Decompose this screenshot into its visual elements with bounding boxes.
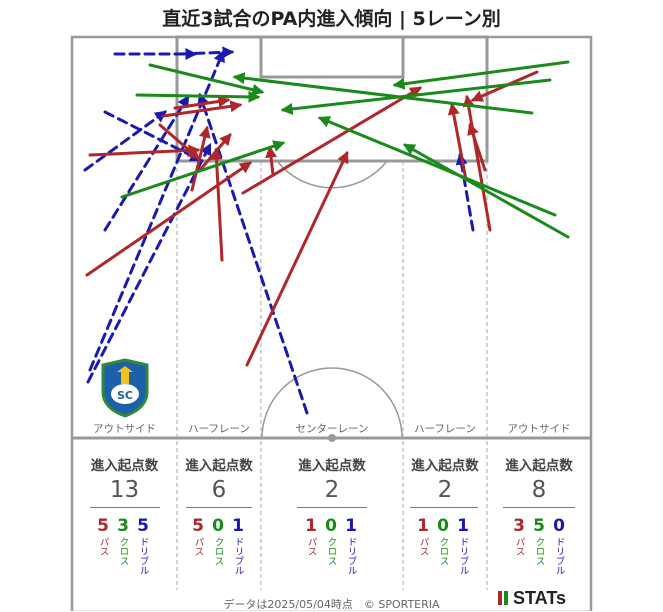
center-spot bbox=[328, 434, 336, 442]
stat-divider bbox=[297, 507, 367, 508]
chart-title: 直近3試合のPA内進入傾向 | 5レーン別 bbox=[162, 8, 501, 30]
lane-label-halflane-right: ハーフレーン bbox=[414, 423, 476, 435]
goal-area bbox=[259, 35, 405, 79]
cross-arrow bbox=[120, 140, 286, 199]
lane-total: 6 bbox=[211, 477, 227, 503]
lane-label-outside-right: アウトサイド bbox=[507, 423, 571, 435]
cross-arrow bbox=[232, 72, 534, 115]
pass-arrow bbox=[467, 122, 487, 172]
stat-header: 進入起点数 bbox=[298, 458, 366, 474]
lane-total: 8 bbox=[531, 477, 547, 503]
dribble-arrow bbox=[86, 142, 212, 384]
stat-divider bbox=[90, 507, 160, 508]
stat-divider bbox=[503, 507, 575, 508]
pass-arrow bbox=[173, 95, 231, 110]
stat-divider bbox=[410, 507, 478, 508]
cross-arrow bbox=[402, 143, 570, 239]
lane-label-outside-left: アウトサイド bbox=[93, 423, 156, 435]
pass-arrow bbox=[158, 123, 200, 160]
pass-count: 1 パス bbox=[417, 516, 429, 556]
dribble-count: 1 ドリブル bbox=[457, 516, 469, 575]
cross-arrow bbox=[280, 78, 552, 115]
cross-count: 3 クロス bbox=[117, 516, 129, 566]
dribble-arrow bbox=[197, 92, 309, 415]
dribble-count: 1 ドリブル bbox=[232, 516, 244, 575]
cross-count: 0 クロス bbox=[212, 516, 224, 566]
lane-dividers bbox=[176, 161, 488, 590]
lane-total: 2 bbox=[437, 477, 453, 503]
pass-arrow bbox=[210, 147, 224, 262]
brand-logo: STATs bbox=[498, 588, 566, 609]
arrow-layer bbox=[83, 46, 570, 415]
cross-count: 0 クロス bbox=[437, 516, 449, 566]
pass-arrow bbox=[447, 102, 468, 182]
pass-arrow bbox=[462, 94, 492, 232]
cross-arrow bbox=[317, 116, 557, 217]
center-circle bbox=[261, 367, 403, 439]
pass-arrow bbox=[190, 125, 211, 192]
cross-arrow bbox=[392, 60, 570, 90]
dribble-arrow bbox=[178, 46, 235, 59]
stat-header: 進入起点数 bbox=[411, 458, 479, 474]
dribble-arrow bbox=[83, 110, 167, 172]
dribble-count: 5 ドリブル bbox=[137, 516, 149, 575]
stat-divider bbox=[186, 507, 252, 508]
cross-arrow bbox=[135, 90, 261, 103]
pass-arrow bbox=[198, 133, 232, 172]
stat-header: 進入起点数 bbox=[185, 458, 253, 474]
cross-count: 5 クロス bbox=[533, 516, 545, 566]
cross-arrow bbox=[148, 63, 265, 96]
dribble-arrow bbox=[103, 94, 190, 232]
lane-label-center: センターレーン bbox=[295, 423, 369, 435]
lane-total: 2 bbox=[324, 477, 340, 503]
pass-arrow bbox=[245, 150, 349, 367]
pass-arrow bbox=[85, 161, 252, 277]
stat-header: 進入起点数 bbox=[505, 458, 573, 474]
cross-count: 0 クロス bbox=[325, 516, 337, 566]
lane-total: 13 bbox=[109, 477, 140, 503]
svg-text:SC: SC bbox=[117, 389, 133, 402]
pass-arrow bbox=[88, 144, 201, 157]
lane-label-halflane-left: ハーフレーン bbox=[188, 423, 250, 435]
pass-count: 5 パス bbox=[97, 516, 109, 556]
club-emblem: SC bbox=[101, 358, 149, 418]
dribble-count: 1 ドリブル bbox=[345, 516, 357, 575]
pass-count: 3 パス bbox=[513, 516, 525, 556]
stat-header: 進入起点数 bbox=[90, 458, 159, 474]
pass-count: 1 パス bbox=[305, 516, 317, 556]
pass-count: 5 パス bbox=[192, 516, 204, 556]
footer-credit: データは2025/05/04時点 © SPORTERIA bbox=[223, 598, 440, 611]
pitch-lines bbox=[70, 35, 593, 611]
dribble-count: 0 ドリブル bbox=[553, 516, 565, 575]
pass-arrow bbox=[265, 145, 278, 177]
